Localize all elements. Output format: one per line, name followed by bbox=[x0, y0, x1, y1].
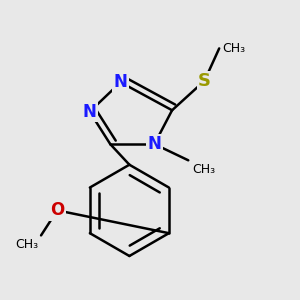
Text: O: O bbox=[50, 201, 64, 219]
Text: CH₃: CH₃ bbox=[193, 163, 216, 176]
Text: N: N bbox=[148, 135, 161, 153]
Text: CH₃: CH₃ bbox=[222, 42, 245, 55]
Text: N: N bbox=[114, 73, 128, 91]
Text: S: S bbox=[198, 72, 211, 90]
Text: N: N bbox=[83, 103, 97, 121]
Text: CH₃: CH₃ bbox=[15, 238, 38, 251]
